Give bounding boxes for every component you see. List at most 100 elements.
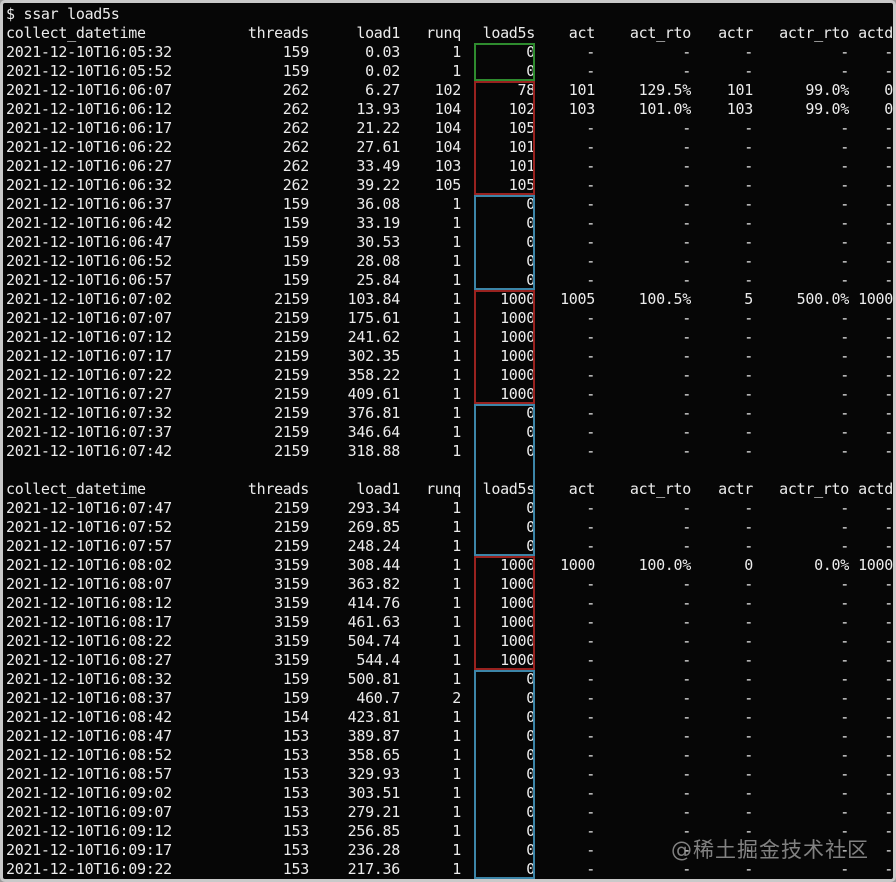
cell: 1 — [452, 708, 461, 726]
cell: 2021-12-10T16:06:32 — [6, 176, 172, 194]
cell: - — [586, 62, 595, 80]
cell: 241.62 — [347, 328, 400, 346]
cell: - — [744, 43, 753, 61]
cell: 0 — [526, 841, 535, 859]
cell: - — [840, 366, 849, 384]
cell: - — [744, 138, 753, 156]
cell: - — [586, 347, 595, 365]
table-row: 2021-12-10T16:07:32 2159 376.81 1 0 - - - - - — [3, 404, 893, 423]
cell: - — [744, 632, 753, 650]
cell: 1 — [452, 537, 461, 555]
cell: 3159 — [274, 651, 309, 669]
cell: - — [884, 233, 893, 251]
cell: - — [840, 537, 849, 555]
column-header: collect_datetime — [6, 24, 146, 42]
cell: 159 — [282, 214, 309, 232]
cell: - — [744, 670, 753, 688]
cell: - — [744, 499, 753, 517]
cell: 2 — [452, 689, 461, 707]
cell: - — [884, 822, 893, 840]
cell: - — [884, 328, 893, 346]
table-row: 2021-12-10T16:08:12 3159 414.76 1 1000 - - - - - — [3, 594, 893, 613]
cell: - — [744, 271, 753, 289]
table-row: 2021-12-10T16:07:27 2159 409.61 1 1000 - - - - - — [3, 385, 893, 404]
cell: - — [586, 537, 595, 555]
cell: 0.0% — [814, 556, 849, 574]
cell: 1000 — [500, 347, 535, 365]
cell: - — [682, 632, 691, 650]
cell: 0.02 — [365, 62, 400, 80]
cell: - — [744, 328, 753, 346]
cell: - — [884, 138, 893, 156]
cell: - — [586, 43, 595, 61]
cell: - — [884, 708, 893, 726]
cell: 358.22 — [347, 366, 400, 384]
cell: - — [586, 765, 595, 783]
cell: 1 — [452, 309, 461, 327]
cell: 1 — [452, 822, 461, 840]
cell: 2021-12-10T16:07:17 — [6, 347, 172, 365]
cell: 2021-12-10T16:07:57 — [6, 537, 172, 555]
cell: 2021-12-10T16:07:22 — [6, 366, 172, 384]
cell: 3159 — [274, 632, 309, 650]
cell: 0 — [526, 765, 535, 783]
cell: 1005 — [560, 290, 595, 308]
cell: - — [840, 404, 849, 422]
cell: - — [840, 309, 849, 327]
cell: 1 — [452, 860, 461, 878]
table-row: 2021-12-10T16:07:07 2159 175.61 1 1000 - - - - - — [3, 309, 893, 328]
cell: - — [884, 309, 893, 327]
column-header: runq — [426, 480, 461, 498]
cell: 0 — [526, 252, 535, 270]
cell: 1 — [452, 632, 461, 650]
cell: - — [586, 157, 595, 175]
cell: 262 — [282, 176, 309, 194]
cell: 1000 — [858, 556, 893, 574]
cell: - — [682, 537, 691, 555]
cell: 460.7 — [356, 689, 400, 707]
terminal-lines: collect_datetime threads load1 runq load5s ac… — [3, 24, 893, 879]
cell: 2159 — [274, 309, 309, 327]
cell: 102 — [434, 81, 461, 99]
cell: - — [586, 746, 595, 764]
cell: - — [744, 442, 753, 460]
cell: - — [682, 233, 691, 251]
cell: - — [884, 803, 893, 821]
cell: 2021-12-10T16:06:12 — [6, 100, 172, 118]
cell: 2021-12-10T16:06:07 — [6, 81, 172, 99]
cell: - — [586, 860, 595, 878]
cell: - — [682, 442, 691, 460]
table-row: 2021-12-10T16:08:32 159 500.81 1 0 - - - - - — [3, 670, 893, 689]
cell: - — [884, 43, 893, 61]
cell: 2021-12-10T16:08:37 — [6, 689, 172, 707]
table-row: 2021-12-10T16:06:47 159 30.53 1 0 - - - - - — [3, 233, 893, 252]
cell: 1000 — [500, 651, 535, 669]
table-row: 2021-12-10T16:07:02 2159 103.84 1 1000 1005 10… — [3, 290, 893, 309]
table-row: 2021-12-10T16:08:52 153 358.65 1 0 - - - - - — [3, 746, 893, 765]
cell: - — [586, 708, 595, 726]
cell: - — [586, 594, 595, 612]
cell: - — [682, 803, 691, 821]
column-header: act — [568, 480, 595, 498]
cell: 13.93 — [356, 100, 400, 118]
cell: - — [884, 537, 893, 555]
cell: - — [744, 214, 753, 232]
cell: 2021-12-10T16:08:42 — [6, 708, 172, 726]
cell: - — [840, 860, 849, 878]
column-header: runq — [426, 24, 461, 42]
cell: - — [586, 784, 595, 802]
cell: - — [884, 366, 893, 384]
cell: - — [884, 385, 893, 403]
cell: 2021-12-10T16:07:27 — [6, 385, 172, 403]
cell: - — [682, 651, 691, 669]
cell: 100.0% — [638, 556, 691, 574]
cell: - — [840, 176, 849, 194]
cell: - — [840, 746, 849, 764]
cell: 2021-12-10T16:08:12 — [6, 594, 172, 612]
cell: 0 — [884, 100, 893, 118]
cell: - — [884, 62, 893, 80]
cell: - — [884, 594, 893, 612]
cell: 293.34 — [347, 499, 400, 517]
cell: 159 — [282, 233, 309, 251]
cell: - — [884, 176, 893, 194]
